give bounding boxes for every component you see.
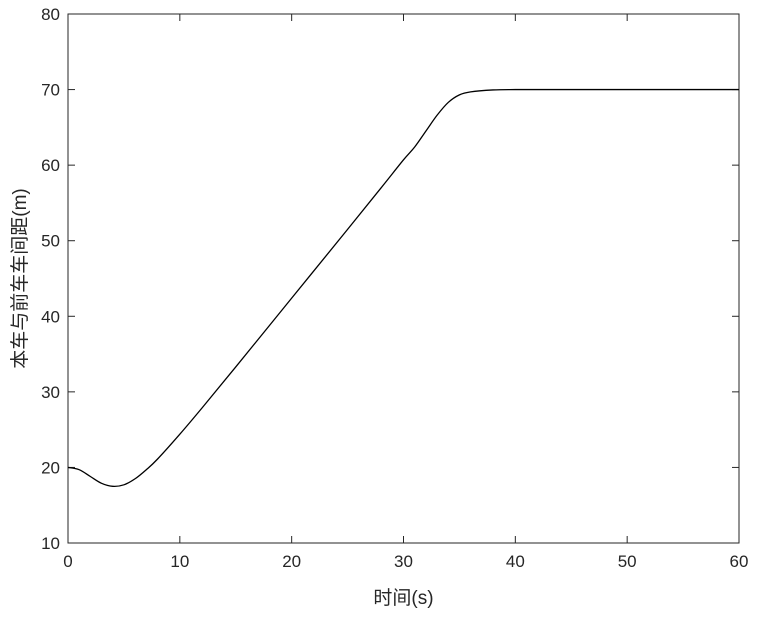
y-tick-label: 60 [41, 156, 60, 175]
x-tick-label: 30 [394, 552, 413, 571]
x-tick-label: 0 [63, 552, 72, 571]
y-tick-label: 40 [41, 307, 60, 326]
y-axis-title: 本车与前车车间距(m) [9, 188, 31, 368]
x-tick-label: 60 [730, 552, 749, 571]
y-tick-label: 80 [41, 5, 60, 24]
x-tick-label: 20 [282, 552, 301, 571]
plot-frame [67, 13, 740, 544]
x-tick-label: 40 [506, 552, 525, 571]
y-tick-label: 10 [41, 534, 60, 553]
series-layer [67, 88, 739, 488]
y-tick-label: 20 [41, 458, 60, 477]
y-tick-label: 30 [41, 383, 60, 402]
x-tick-label: 10 [170, 552, 189, 571]
plot-area [67, 13, 740, 544]
series-line [67, 88, 739, 488]
x-axis-title: 时间(s) [373, 587, 433, 609]
y-tick-label: 70 [41, 81, 60, 100]
y-tick-label: 50 [41, 232, 60, 251]
x-tick-label: 50 [618, 552, 637, 571]
